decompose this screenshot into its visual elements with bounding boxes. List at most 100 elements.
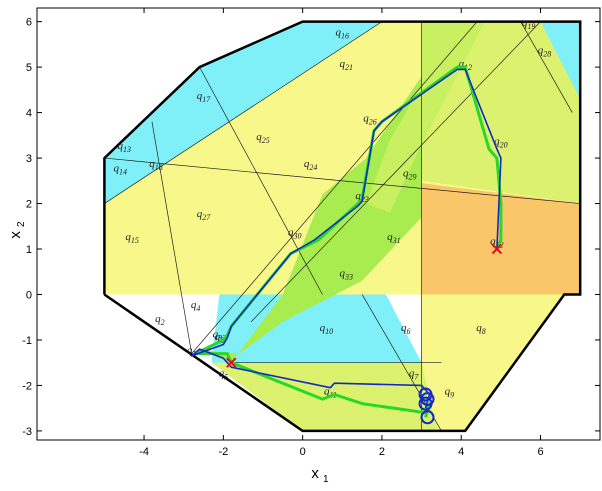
region-label-index: 21	[345, 63, 353, 72]
partition-line-3	[199, 66, 323, 295]
region-label-index: 26	[369, 118, 377, 127]
region-label-index: 33	[344, 272, 353, 281]
region-label-index: 13	[123, 145, 131, 154]
boundary-layer	[103, 20, 582, 433]
region-label-index: 15	[131, 236, 139, 245]
region-label-q14: q14	[114, 163, 128, 177]
region-label-q17: q17	[197, 90, 212, 104]
region-label-letter: q	[304, 158, 310, 170]
y-tick-label: -2	[22, 380, 32, 392]
xlabel-main-subscript: 1	[323, 474, 329, 485]
partition-lines-layer	[104, 21, 581, 432]
region-label-index: 6	[406, 327, 410, 336]
region-label-index: 5	[224, 372, 228, 381]
region-label-index: 7	[414, 372, 419, 381]
region-label-letter: q	[288, 226, 294, 238]
region-label-index: 32	[217, 334, 226, 343]
region-label-index: 18	[155, 163, 163, 172]
region-label-letter: q	[256, 131, 262, 143]
region-label-q7: q7	[409, 367, 420, 381]
x-tick-label: -2	[218, 446, 228, 458]
region-label-index: 12	[464, 63, 472, 72]
region-label-index: 30	[292, 231, 301, 240]
region-label-letter: q	[445, 386, 451, 398]
region-label-index: 20	[500, 140, 508, 149]
region-label-letter: q	[403, 167, 409, 179]
region-label-q26: q26	[363, 113, 377, 127]
region-label-index: 28	[543, 49, 551, 58]
region-label-index: 10	[325, 327, 333, 336]
region-label-letter: q	[149, 158, 155, 170]
region-label-letter: q	[538, 44, 544, 56]
region-label-q2: q2	[155, 313, 165, 327]
region-label-q16: q16	[336, 26, 350, 40]
x-tick-label: -4	[139, 446, 149, 458]
region-label-letter: q	[187, 345, 193, 357]
region-label-letter: q	[387, 231, 393, 243]
region-label-index: 8	[482, 327, 486, 336]
region-label-q33: q33	[340, 267, 354, 281]
region-label-index: 29	[408, 172, 416, 181]
region-label-letter: q	[213, 329, 219, 341]
region-label-q13: q13	[117, 140, 130, 154]
region-label-index: 9	[450, 391, 454, 400]
region-label-q8: q8	[476, 322, 486, 336]
region-label-q27: q27	[197, 208, 212, 222]
polytope-boundary	[103, 20, 582, 433]
partition-line-4	[151, 121, 192, 354]
y-tick-label: 5	[26, 62, 32, 74]
x-tick-label: 6	[537, 446, 543, 458]
region-label-q31: q31	[387, 231, 401, 245]
region-label-letter: q	[340, 58, 346, 70]
region-label-index: 2	[161, 318, 165, 327]
region-label-letter: q	[336, 26, 342, 38]
region-label-q28: q28	[538, 44, 552, 58]
region-label-q15: q15	[125, 231, 139, 245]
region-label-q30: q30	[288, 226, 302, 240]
x-tick-label: 0	[300, 446, 306, 458]
y-tick-label: 6	[26, 17, 32, 29]
region-label-q29: q29	[403, 167, 417, 181]
region-label-letter: q	[458, 58, 464, 70]
x-axis-label-main: x	[311, 465, 319, 482]
y-axis-label-main: x	[7, 231, 24, 239]
region-label-index: 16	[341, 31, 349, 40]
region-label-letter: q	[215, 331, 221, 343]
region-label-letter: q	[409, 367, 415, 379]
region-label-letter: q	[320, 322, 326, 334]
region-label-index: 14	[119, 168, 127, 177]
region-label-q23: q23	[355, 190, 369, 204]
region-label-index: 25	[262, 136, 270, 145]
cross-marker-1	[491, 243, 503, 255]
region-label-letter: q	[191, 299, 197, 311]
region-label-index: 4	[196, 304, 200, 313]
region-label-q6: q6	[401, 322, 411, 336]
x-axis-label: x 1	[311, 465, 329, 485]
region-label-letter: q	[324, 386, 330, 398]
region-label-q20: q20	[494, 135, 508, 149]
region-label-letter: q	[522, 17, 528, 29]
cross-marker-stroke	[226, 357, 237, 368]
ylabel-main-subscript: 2	[16, 221, 27, 227]
y-tick-label: -3	[22, 426, 32, 438]
region-label-letter: q	[114, 163, 120, 175]
trajectory-circle-4	[420, 410, 435, 425]
partition-line-10	[520, 21, 573, 113]
region-label-letter: q	[476, 322, 482, 334]
cross-marker-stroke	[491, 243, 503, 255]
region-6	[540, 21, 581, 99]
region-label-q12: q12	[458, 58, 472, 72]
region-label-letter: q	[401, 322, 407, 334]
region-label-q10: q10	[320, 322, 334, 336]
y-tick-label: 1	[26, 244, 32, 256]
region-label-q32: q32	[213, 329, 227, 343]
region-label-letter: q	[494, 135, 500, 147]
y-tick-label: -1	[22, 335, 32, 347]
region-label-index: 19	[527, 22, 535, 31]
cross-marker-2	[226, 357, 237, 368]
region-label-letter: q	[125, 231, 131, 243]
region-label-q5: q5	[219, 367, 229, 381]
